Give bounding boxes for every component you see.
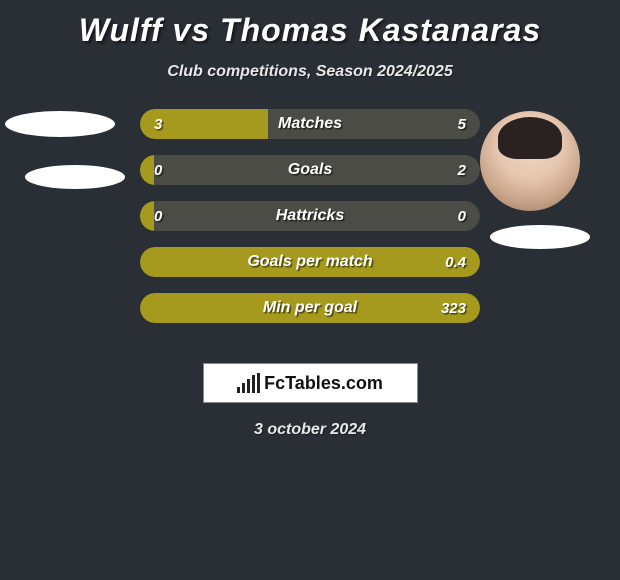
stat-row: Matches3 5 [140, 109, 480, 139]
stat-value-right: 0 [458, 201, 466, 231]
stat-row: Min per goal323 [140, 293, 480, 323]
stat-label: Hattricks [140, 201, 480, 231]
logo-bar-icon [252, 375, 255, 393]
stat-value-left: 0 [154, 155, 162, 185]
stat-value-right: 5 [458, 109, 466, 139]
comparison-panel: Matches35Goals02Hattricks00Goals per mat… [0, 109, 620, 349]
stat-value-left: 3 [154, 109, 162, 139]
stat-rows: Matches35Goals02Hattricks00Goals per mat… [140, 109, 480, 339]
stat-row: Goals0 2 [140, 155, 480, 185]
player-right-avatar [480, 111, 580, 211]
avatar-placeholder-icon [490, 225, 590, 249]
logo-bars-icon [237, 373, 260, 393]
stat-value-right: 2 [458, 155, 466, 185]
stat-label: Goals [140, 155, 480, 185]
source-logo: FcTables.com [203, 363, 418, 403]
player-left-section [5, 111, 125, 189]
avatar-placeholder-icon [5, 111, 115, 137]
page-title: Wulff vs Thomas Kastanaras [0, 0, 620, 49]
subtitle: Club competitions, Season 2024/2025 [0, 63, 620, 81]
logo-bar-icon [242, 383, 245, 393]
stat-row: Goals per match0.4 [140, 247, 480, 277]
logo-bar-icon [247, 379, 250, 393]
logo-text: FcTables.com [264, 373, 383, 394]
stat-value-right: 0.4 [445, 247, 466, 277]
stat-row: Hattricks0 0 [140, 201, 480, 231]
stat-value-right: 323 [441, 293, 466, 323]
avatar-placeholder-icon [25, 165, 125, 189]
stat-label: Matches [140, 109, 480, 139]
stat-label: Goals per match [140, 247, 480, 277]
player-right-section [480, 111, 590, 249]
stat-label: Min per goal [140, 293, 480, 323]
stat-value-left: 0 [154, 201, 162, 231]
logo-bar-icon [257, 373, 260, 393]
logo-bar-icon [237, 387, 240, 393]
date-label: 3 october 2024 [0, 421, 620, 439]
